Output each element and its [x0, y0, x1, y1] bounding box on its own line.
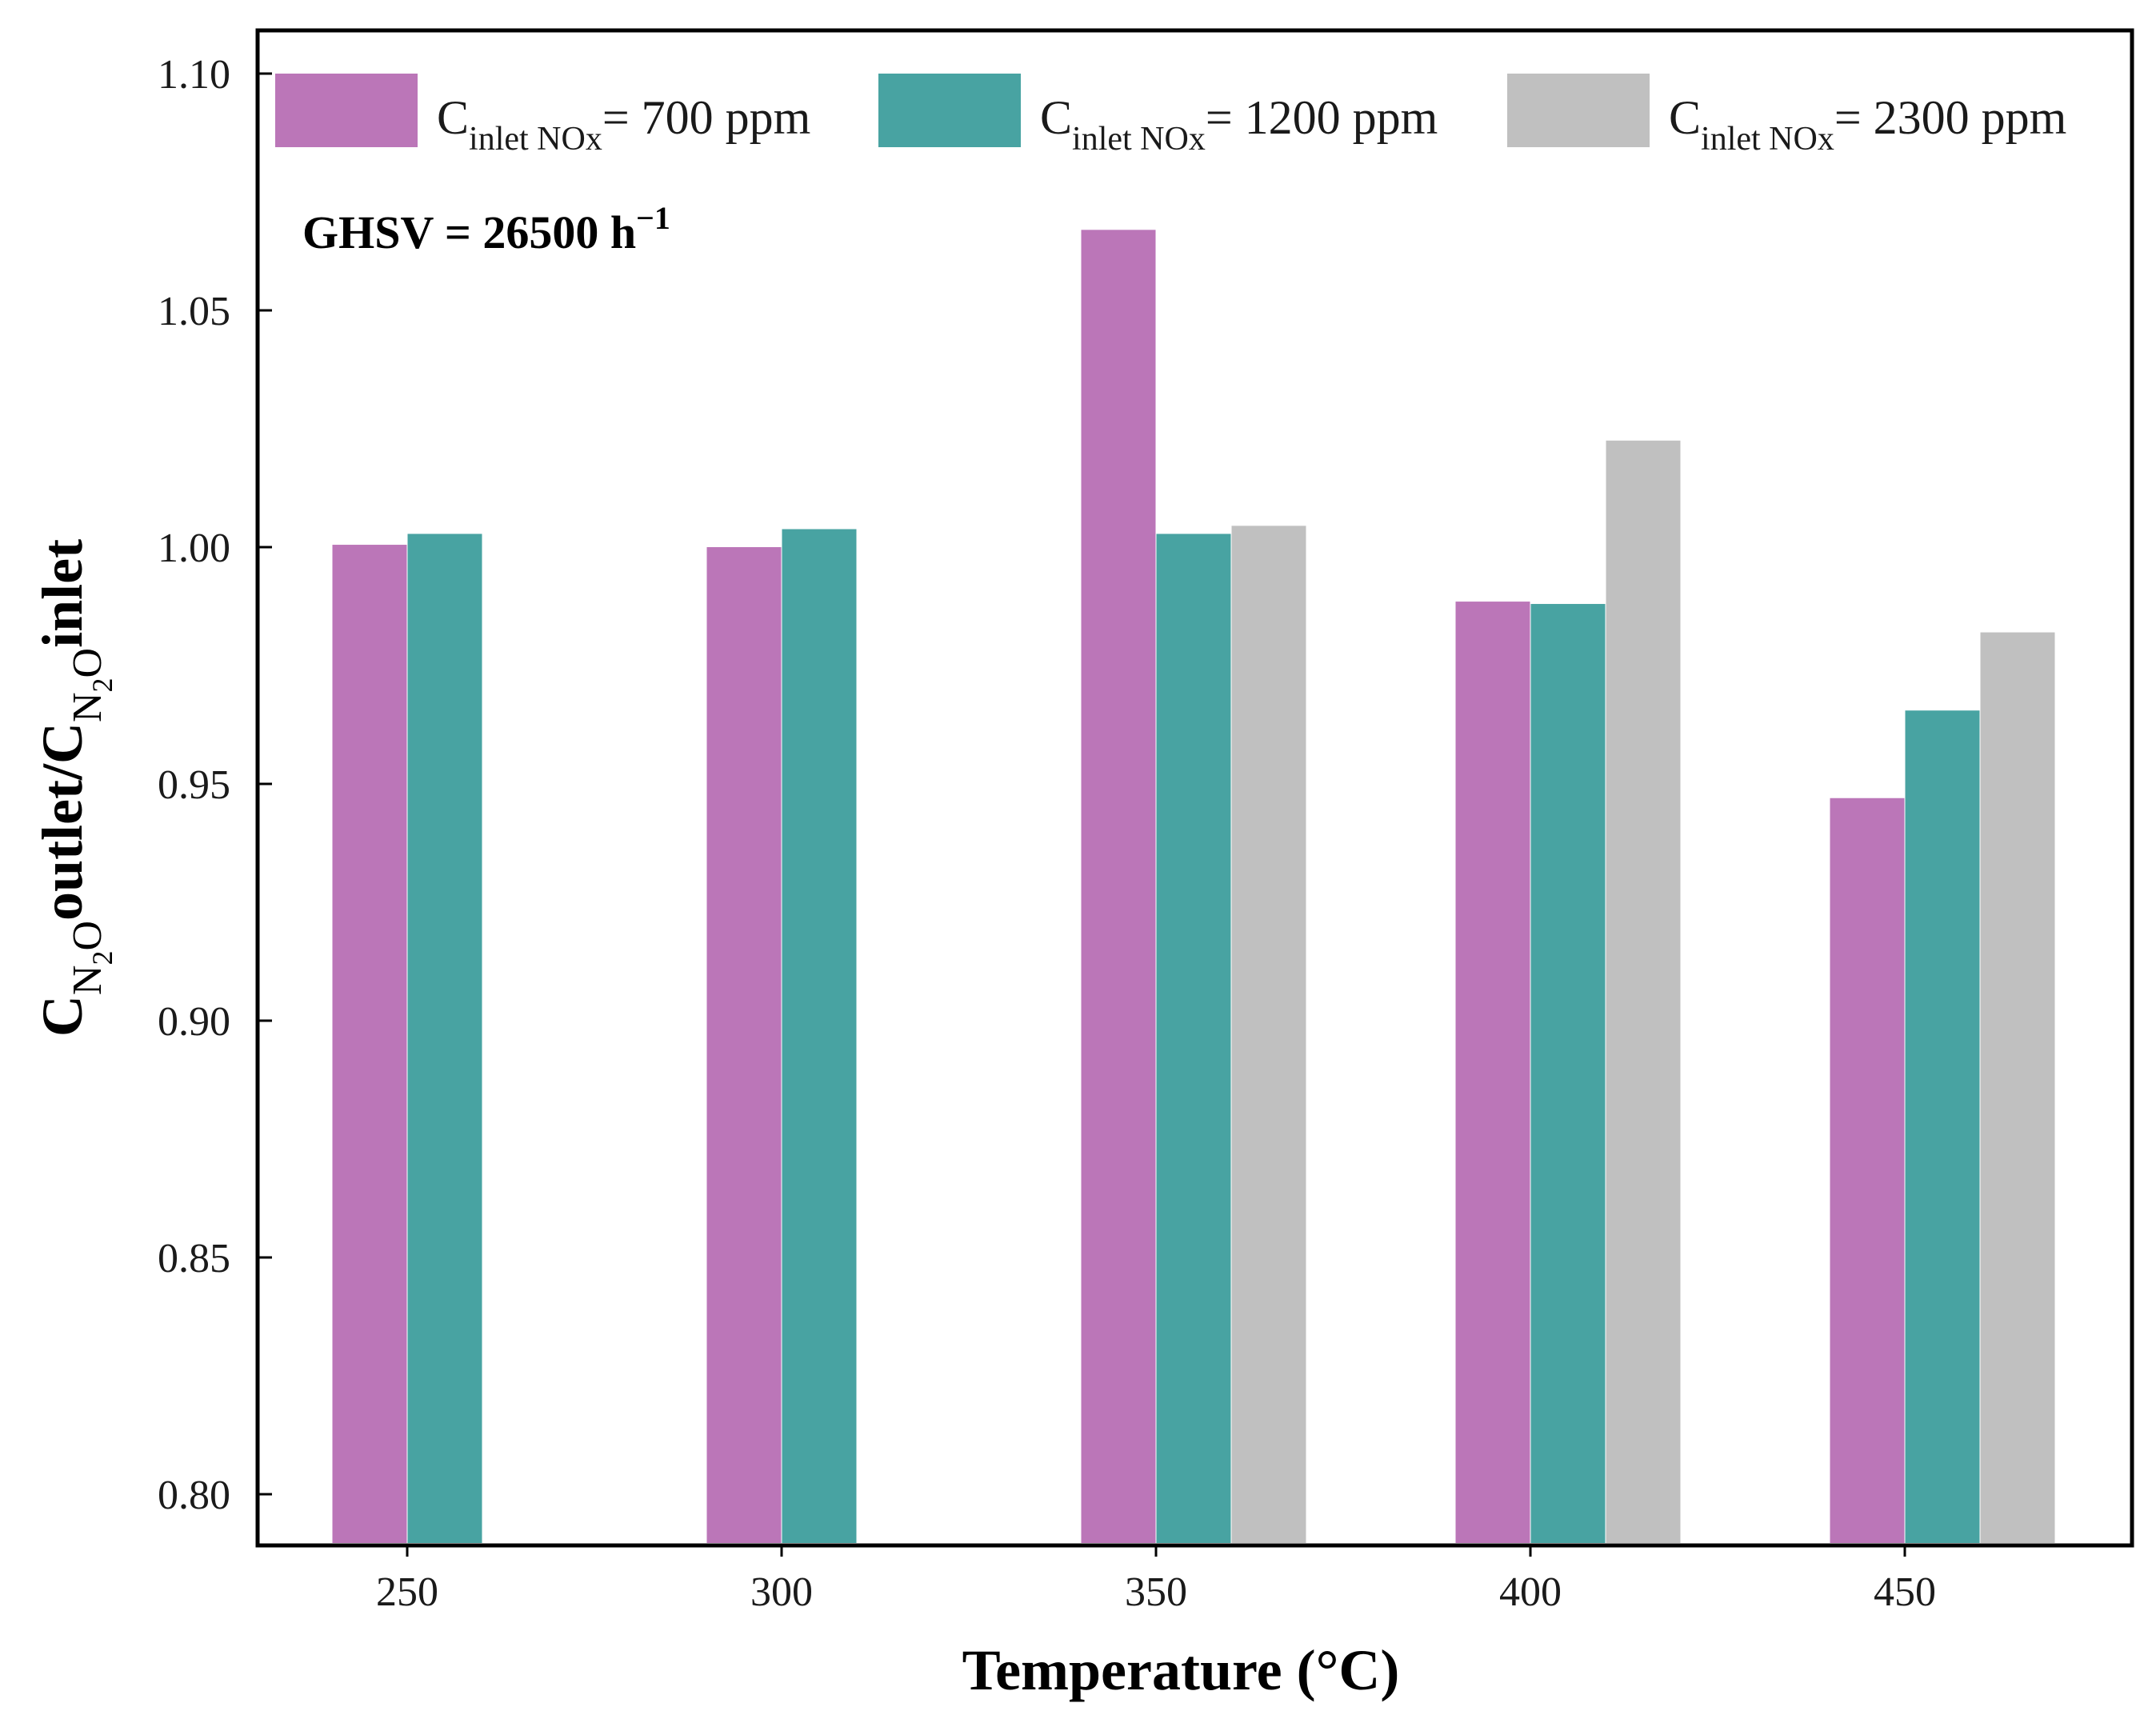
- bar-300-series-1: [706, 547, 782, 1543]
- bar-450-series-1: [1830, 798, 1905, 1543]
- legend-swatch-700: [275, 74, 418, 147]
- x-tick-label: 250: [376, 1569, 438, 1615]
- bar-350-series-1: [1081, 230, 1156, 1543]
- legend-label-1200: Cinlet NOx= 1200 ppm: [1040, 91, 1438, 158]
- bar-250-series-1: [332, 545, 407, 1543]
- y-axis-ticks: 0.80 0.85 0.90 0.95 1.00 1.05 1.10: [158, 52, 272, 1518]
- bar-350-series-2: [1156, 534, 1231, 1543]
- legend: Cinlet NOx= 700 ppm Cinlet NOx= 1200 ppm…: [275, 74, 2066, 158]
- x-tick-label: 400: [1499, 1569, 1562, 1615]
- y-tick-label: 1.00: [158, 526, 230, 571]
- legend-label-2300: Cinlet NOx= 2300 ppm: [1669, 91, 2066, 158]
- y-tick-label: 1.10: [158, 52, 230, 98]
- bar-350-series-3: [1231, 526, 1306, 1543]
- legend-swatch-2300: [1507, 74, 1650, 147]
- x-axis-ticks: 250 300 350 400 450: [376, 1545, 1936, 1615]
- y-tick-label: 0.95: [158, 762, 230, 808]
- bar-450-series-3: [1980, 632, 2055, 1543]
- bar-400-series-1: [1455, 602, 1530, 1543]
- ghsv-annotation: GHSV = 26500 h−1: [302, 200, 670, 258]
- x-tick-label: 450: [1874, 1569, 1936, 1615]
- y-tick-label: 0.80: [158, 1473, 230, 1518]
- legend-label-700: Cinlet NOx= 700 ppm: [437, 91, 810, 158]
- bars-group: [332, 230, 2055, 1543]
- plot-frame: [255, 28, 2134, 1548]
- x-axis-title: Temperature (°C): [962, 1638, 1400, 1702]
- y-tick-label: 0.90: [158, 999, 230, 1045]
- x-tick-label: 300: [750, 1569, 813, 1615]
- bar-400-series-2: [1530, 604, 1606, 1543]
- bar-300-series-2: [782, 529, 857, 1543]
- x-tick-label: 350: [1125, 1569, 1187, 1615]
- legend-swatch-1200: [878, 74, 1021, 147]
- y-tick-label: 1.05: [158, 289, 230, 334]
- bar-450-series-2: [1905, 710, 1980, 1543]
- y-axis-title: CN2Ooutlet/CN2Oinlet: [30, 539, 118, 1037]
- bar-400-series-3: [1606, 440, 1681, 1543]
- y-tick-label: 0.85: [158, 1236, 230, 1281]
- bar-250-series-2: [407, 534, 482, 1543]
